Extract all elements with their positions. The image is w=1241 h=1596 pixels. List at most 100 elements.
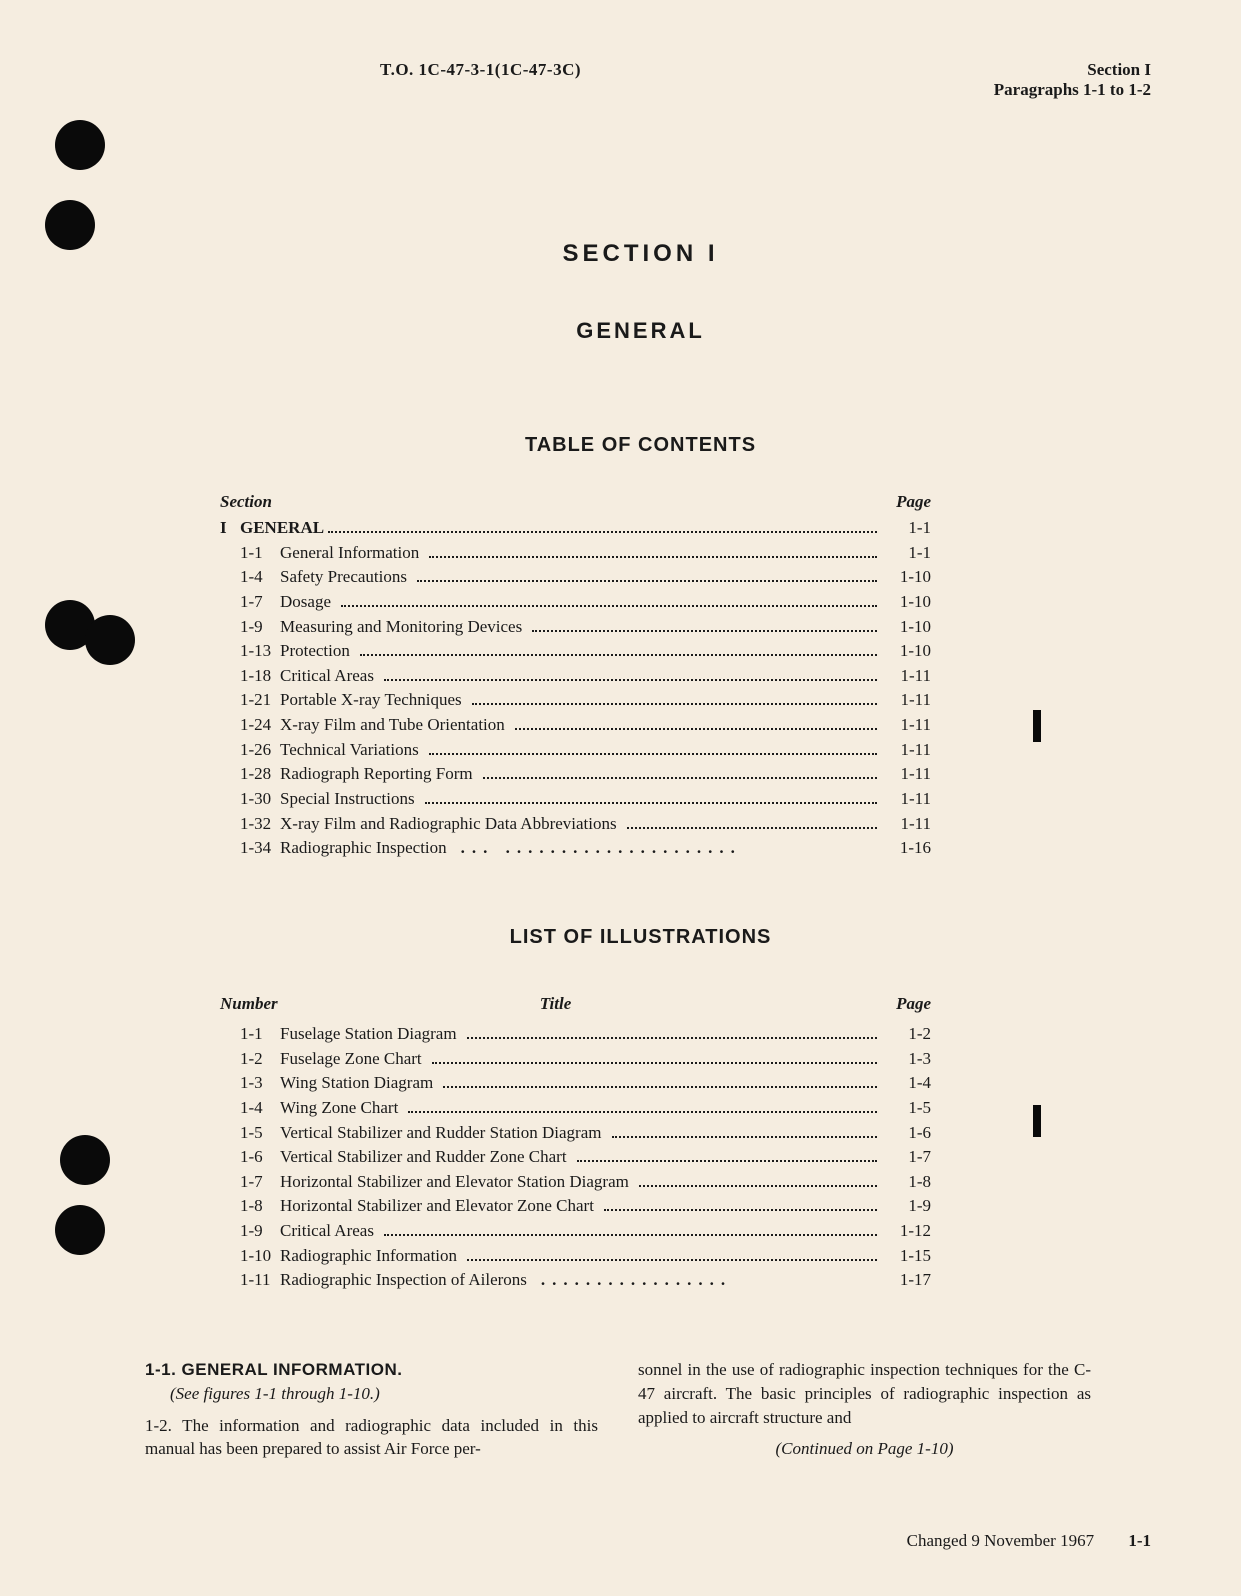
- illus-item-num: 1-1: [220, 1022, 280, 1047]
- toc-dots: [639, 1185, 877, 1187]
- hole-punch: [85, 615, 135, 665]
- body-text: 1-1. GENERAL INFORMATION. (See figures 1…: [145, 1358, 1091, 1461]
- toc-item-page: 1-10: [881, 590, 931, 615]
- section-ref-line1: Section I: [994, 60, 1151, 80]
- section-ref: Section I Paragraphs 1-1 to 1-2: [994, 60, 1151, 100]
- illus-header-number: Number: [220, 994, 290, 1014]
- illustration-item: 1-11Radiographic Inspection of Ailerons.…: [220, 1268, 931, 1293]
- toc-dots: [408, 1111, 877, 1113]
- illus-item-page: 1-6: [881, 1121, 931, 1146]
- toc-item-num: 1-18: [220, 664, 280, 689]
- toc-item: 1-28Radiograph Reporting Form1-11: [220, 762, 931, 787]
- toc-dots: [384, 1234, 877, 1236]
- toc-dots: [604, 1209, 877, 1211]
- section-title: SECTION I: [130, 240, 1151, 268]
- changed-date: Changed 9 November 1967: [907, 1531, 1094, 1550]
- toc-item-num: 1-32: [220, 812, 280, 837]
- toc-item-title: Protection: [280, 639, 356, 664]
- illus-item-page: 1-4: [881, 1071, 931, 1096]
- toc-header-section: Section: [220, 492, 272, 512]
- illus-item-page: 1-8: [881, 1170, 931, 1195]
- toc-item-page: 1-11: [881, 688, 931, 713]
- toc-item: 1-1General Information1-1: [220, 541, 931, 566]
- toc-item-title: Safety Precautions: [280, 565, 413, 590]
- toc-item: 1-32X-ray Film and Radiographic Data Abb…: [220, 812, 931, 837]
- toc-dots: [627, 827, 877, 829]
- illus-item-page: 1-12: [881, 1219, 931, 1244]
- hole-punch: [55, 120, 105, 170]
- toc-section-page: 1-1: [881, 516, 931, 541]
- page-footer: Changed 9 November 1967 1-1: [907, 1531, 1151, 1551]
- toc-item-num: 1-13: [220, 639, 280, 664]
- section-ref-line2: Paragraphs 1-1 to 1-2: [994, 80, 1151, 100]
- illustration-item: 1-4Wing Zone Chart1-5: [220, 1096, 931, 1121]
- toc-item-page: 1-11: [881, 762, 931, 787]
- illus-item-title: Horizontal Stabilizer and Elevator Stati…: [280, 1170, 635, 1195]
- illus-item-title: Wing Station Diagram: [280, 1071, 439, 1096]
- continued-note: (Continued on Page 1-10): [638, 1437, 1091, 1461]
- toc-section-label: I: [220, 516, 240, 541]
- toc-dots: [467, 1037, 877, 1039]
- page-number: 1-1: [1128, 1531, 1151, 1550]
- toc-item-page: 1-11: [881, 812, 931, 837]
- illustration-item: 1-7Horizontal Stabilizer and Elevator St…: [220, 1170, 931, 1195]
- toc-dots: [341, 605, 877, 607]
- illustration-item: 1-9Critical Areas 1-12: [220, 1219, 931, 1244]
- illustration-item: 1-1Fuselage Station Diagram1-2: [220, 1022, 931, 1047]
- illustration-item: 1-6Vertical Stabilizer and Rudder Zone C…: [220, 1145, 931, 1170]
- illustration-item: 1-8Horizontal Stabilizer and Elevator Zo…: [220, 1194, 931, 1219]
- toc-item: 1-26Technical Variations1-11: [220, 738, 931, 763]
- body-col-left: 1-1. GENERAL INFORMATION. (See figures 1…: [145, 1358, 598, 1461]
- hole-punch: [45, 200, 95, 250]
- toc-section-name: GENERAL: [240, 516, 324, 541]
- toc-item-page: 1-10: [881, 639, 931, 664]
- toc-item-title: Measuring and Monitoring Devices: [280, 615, 528, 640]
- toc-dots: [425, 802, 877, 804]
- illus-item-page: 1-7: [881, 1145, 931, 1170]
- toc-item-title: Critical Areas: [280, 664, 380, 689]
- toc-item: 1-7Dosage 1-10: [220, 590, 931, 615]
- toc-dots: [429, 556, 877, 558]
- illustration-item: 1-2Fuselage Zone Chart1-3: [220, 1047, 931, 1072]
- illus-item-title: Vertical Stabilizer and Rudder Station D…: [280, 1121, 608, 1146]
- toc-item-title: Dosage: [280, 590, 337, 615]
- illustrations-header: Number Title Page: [220, 994, 931, 1014]
- illustration-item: 1-3Wing Station Diagram1-4: [220, 1071, 931, 1096]
- illus-item-page: 1-9: [881, 1194, 931, 1219]
- toc-item-title: Portable X-ray Techniques: [280, 688, 468, 713]
- toc-title: TABLE OF CONTENTS: [130, 434, 1151, 457]
- illus-header-page: Page: [881, 994, 931, 1014]
- toc-dots: [443, 1086, 877, 1088]
- toc-dots: [532, 630, 877, 632]
- illus-item-page: 1-3: [881, 1047, 931, 1072]
- illus-item-num: 1-2: [220, 1047, 280, 1072]
- toc-item-title: X-ray Film and Radiographic Data Abbrevi…: [280, 812, 623, 837]
- toc-item-num: 1-7: [220, 590, 280, 615]
- illus-item-num: 1-5: [220, 1121, 280, 1146]
- illus-item-page: 1-5: [881, 1096, 931, 1121]
- toc-item: 1-9Measuring and Monitoring Devices1-10: [220, 615, 931, 640]
- change-mark: [1033, 1105, 1041, 1137]
- illus-item-title: Vertical Stabilizer and Rudder Zone Char…: [280, 1145, 573, 1170]
- toc-item-title: Radiograph Reporting Form: [280, 762, 479, 787]
- illus-item-title: Wing Zone Chart: [280, 1096, 404, 1121]
- toc-dots: [432, 1062, 877, 1064]
- illus-item-num: 1-7: [220, 1170, 280, 1195]
- toc-dots: ... .....................: [461, 836, 881, 861]
- illus-item-num: 1-9: [220, 1219, 280, 1244]
- illustration-item: 1-5Vertical Stabilizer and Rudder Statio…: [220, 1121, 931, 1146]
- toc-item: 1-18Critical Areas1-11: [220, 664, 931, 689]
- illus-item-title: Radiographic Inspection of Ailerons: [280, 1268, 533, 1293]
- toc-item-page: 1-11: [881, 713, 931, 738]
- toc-dots: [384, 679, 877, 681]
- hole-punch: [55, 1205, 105, 1255]
- toc-dots: .................: [541, 1268, 881, 1293]
- toc-item-page: 1-10: [881, 565, 931, 590]
- illus-item-num: 1-8: [220, 1194, 280, 1219]
- toc-header: Section Page: [220, 492, 931, 512]
- section-subtitle: GENERAL: [130, 318, 1151, 344]
- toc-item-num: 1-4: [220, 565, 280, 590]
- toc-dots: [360, 654, 877, 656]
- illus-item-title: Critical Areas: [280, 1219, 380, 1244]
- toc-header-page: Page: [896, 492, 931, 512]
